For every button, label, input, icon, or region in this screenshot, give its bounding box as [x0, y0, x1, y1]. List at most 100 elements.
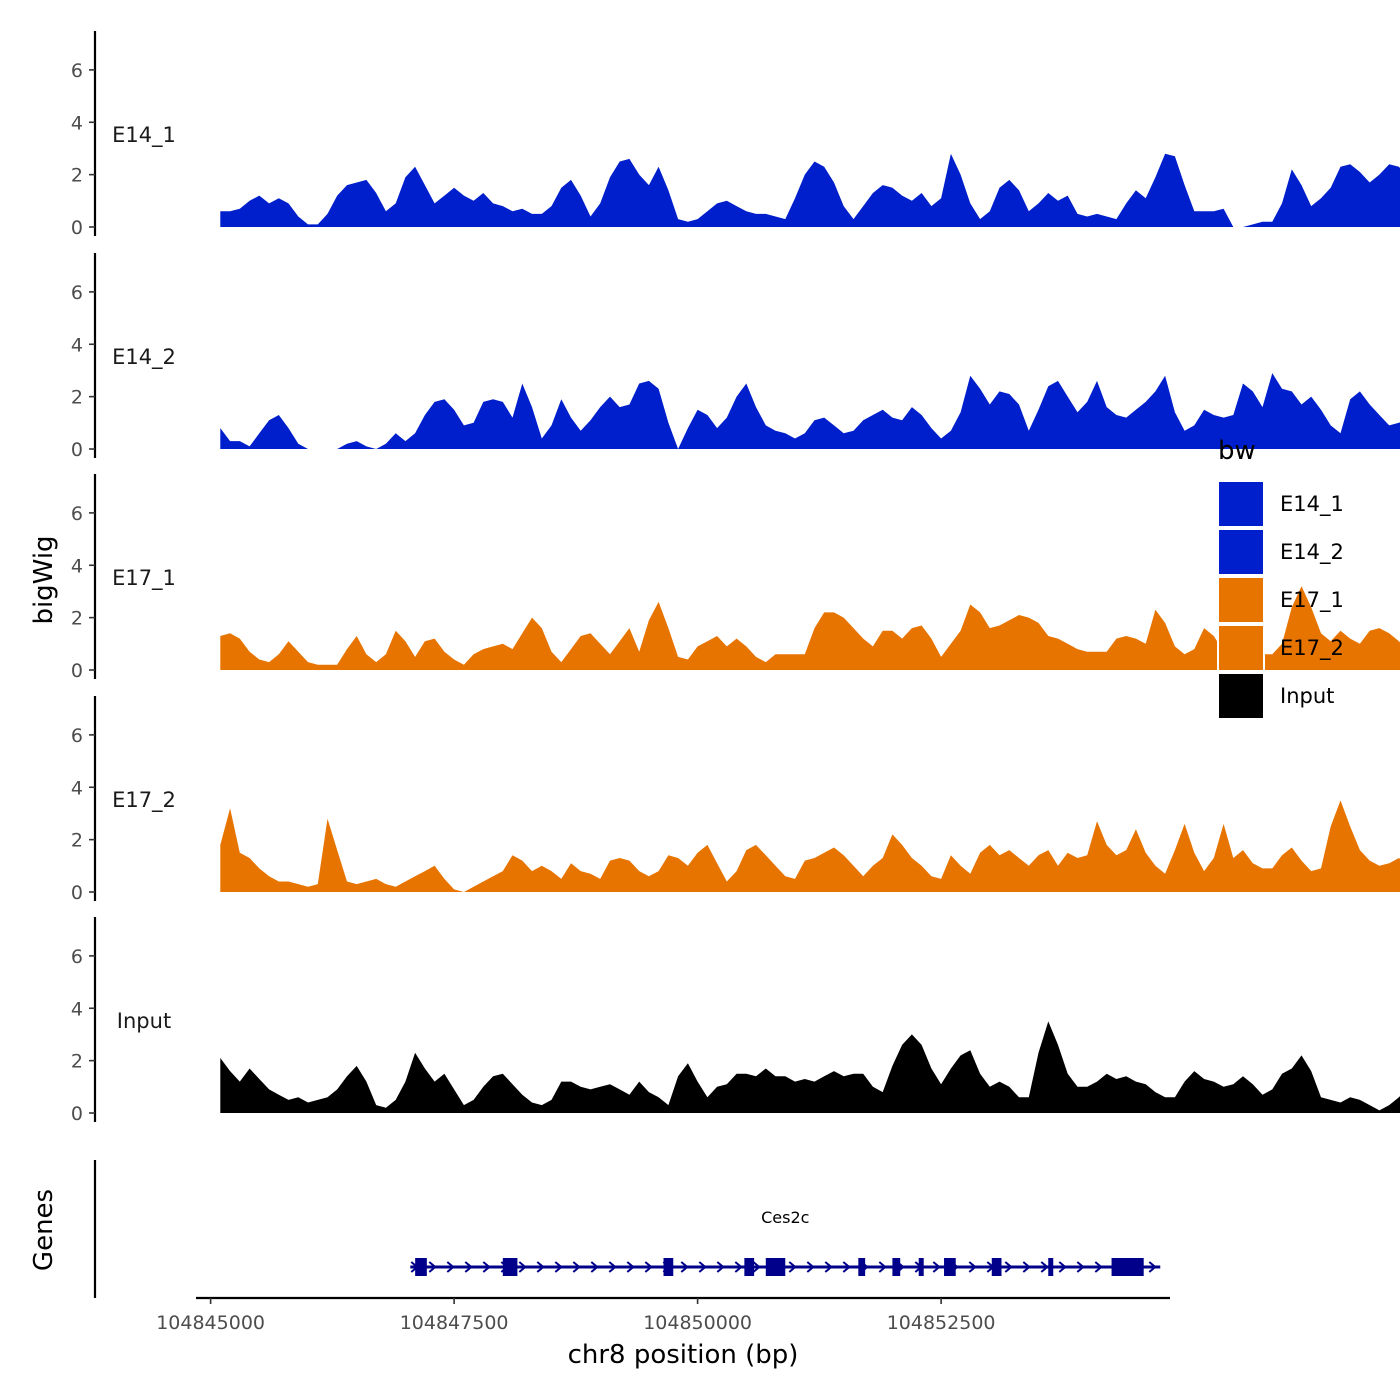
- genes-axis-title: Genes: [29, 1189, 59, 1271]
- legend-swatch-E17_1: [1217, 576, 1265, 624]
- signal-area-Input: [220, 1021, 1400, 1113]
- x-tick-label: 104845000: [156, 1312, 265, 1334]
- strand-arrow: [1058, 1261, 1067, 1273]
- track-label-E17_2: E17_2: [112, 788, 176, 813]
- gene-Ces2c: Ces2c: [410, 1208, 1161, 1276]
- track-E17_1: 0 2 4 6 E17_1: [71, 474, 1400, 682]
- track-E14_1: 0 2 4 6 E14_1: [71, 31, 1400, 239]
- legend-label-E17_2: E17_2: [1280, 636, 1344, 661]
- exon: [502, 1258, 518, 1276]
- y-tick-label: 2: [71, 1051, 83, 1073]
- legend-label-E14_2: E14_2: [1280, 540, 1344, 565]
- track-Input: 0 2 4 6 Input: [71, 917, 1400, 1125]
- y-tick-label: 4: [71, 777, 83, 799]
- exon: [765, 1258, 786, 1276]
- exon: [415, 1258, 427, 1276]
- x-axis-title: chr8 position (bp): [568, 1340, 799, 1370]
- legend-label-E17_1: E17_1: [1280, 588, 1344, 613]
- tracks-layer: 0 2 4 6 E14_1 0 2 4 6 E14_2 0 2 4 6 E17_1 0 2 4 6 E17_2 0 2 4 6…: [71, 31, 1400, 1125]
- y-tick-label: 4: [71, 555, 83, 577]
- y-tick-label: 2: [71, 830, 83, 852]
- y-tick-label: 0: [71, 660, 83, 682]
- x-tick-label: 104852500: [887, 1312, 996, 1334]
- strand-arrow: [932, 1261, 941, 1273]
- strand-arrow: [698, 1261, 707, 1273]
- y-tick-label: 0: [71, 1103, 83, 1125]
- signal-area-E17_2: [220, 800, 1400, 892]
- x-tick-label: 104850000: [643, 1312, 752, 1334]
- strand-arrow: [680, 1261, 689, 1273]
- strand-arrow: [608, 1261, 617, 1273]
- strand-arrow: [644, 1261, 653, 1273]
- exon: [858, 1258, 866, 1276]
- strand-arrow: [428, 1261, 437, 1273]
- y-tick-label: 6: [71, 60, 83, 82]
- x-tick-label: 104847500: [400, 1312, 509, 1334]
- strand-arrow: [590, 1261, 599, 1273]
- y-tick-label: 6: [71, 725, 83, 747]
- exon: [892, 1258, 901, 1276]
- strand-arrow: [842, 1261, 851, 1273]
- signal-area-E17_1: [220, 586, 1400, 670]
- y-tick-label: 0: [71, 217, 83, 239]
- signal-area-E14_1: [220, 153, 1400, 227]
- y-tick-label: 4: [71, 112, 83, 134]
- y-tick-label: 2: [71, 165, 83, 187]
- strand-arrow: [716, 1261, 725, 1273]
- strand-arrow: [554, 1261, 563, 1273]
- legend-swatch-Input: [1217, 672, 1265, 720]
- strand-arrow: [572, 1261, 581, 1273]
- legend-label-E14_1: E14_1: [1280, 492, 1344, 517]
- y-tick-label: 2: [71, 608, 83, 630]
- strand-arrow: [824, 1261, 833, 1273]
- track-label-E14_2: E14_2: [112, 345, 176, 370]
- strand-arrow: [536, 1261, 545, 1273]
- y-tick-label: 6: [71, 503, 83, 525]
- legend-title: bw: [1218, 436, 1256, 466]
- exon: [663, 1258, 674, 1276]
- y-tick-label: 0: [71, 439, 83, 461]
- signal-area-E14_2: [220, 373, 1400, 449]
- strand-arrow: [446, 1261, 455, 1273]
- y-tick-label: 4: [71, 998, 83, 1020]
- legend-swatch-E14_1: [1217, 480, 1265, 528]
- y-tick-label: 4: [71, 334, 83, 356]
- strand-arrow: [482, 1261, 491, 1273]
- y-tick-label: 0: [71, 882, 83, 904]
- strand-arrow: [806, 1261, 815, 1273]
- exon: [744, 1258, 755, 1276]
- strand-arrow: [626, 1261, 635, 1273]
- y-tick-label: 6: [71, 946, 83, 968]
- gene-label: Ces2c: [761, 1208, 809, 1227]
- legend-swatch-E14_2: [1217, 528, 1265, 576]
- strand-arrow: [464, 1261, 473, 1273]
- legend-swatch-E17_2: [1217, 624, 1265, 672]
- legend-label-Input: Input: [1280, 684, 1334, 708]
- track-E17_2: 0 2 4 6 E17_2: [71, 696, 1400, 904]
- y-axis-title: bigWig: [29, 535, 59, 624]
- y-tick-label: 2: [71, 387, 83, 409]
- track-label-E17_1: E17_1: [112, 566, 176, 591]
- exon: [1111, 1258, 1144, 1276]
- strand-arrow: [518, 1261, 527, 1273]
- x-axis: 104845000 104847500 104850000 104852500: [156, 1296, 1170, 1334]
- strand-arrow: [752, 1261, 761, 1273]
- y-tick-label: 6: [71, 282, 83, 304]
- exon: [1048, 1258, 1054, 1276]
- exon: [991, 1258, 1002, 1276]
- strand-arrow: [968, 1261, 977, 1273]
- strand-arrow: [1148, 1261, 1157, 1273]
- strand-arrow: [788, 1261, 797, 1273]
- strand-arrow: [1076, 1261, 1085, 1273]
- strand-arrow: [1022, 1261, 1031, 1273]
- legend: bw E14_1 E14_2 E17_1 E17_2 Input: [1217, 436, 1344, 720]
- exon: [918, 1258, 924, 1276]
- genes-panel: Ces2c: [93, 1160, 1161, 1298]
- track-label-E14_1: E14_1: [112, 123, 176, 148]
- exon: [944, 1258, 956, 1276]
- strand-arrow: [734, 1261, 743, 1273]
- track-E14_2: 0 2 4 6 E14_2: [71, 253, 1400, 461]
- strand-arrow: [878, 1261, 887, 1273]
- track-label-Input: Input: [117, 1009, 171, 1033]
